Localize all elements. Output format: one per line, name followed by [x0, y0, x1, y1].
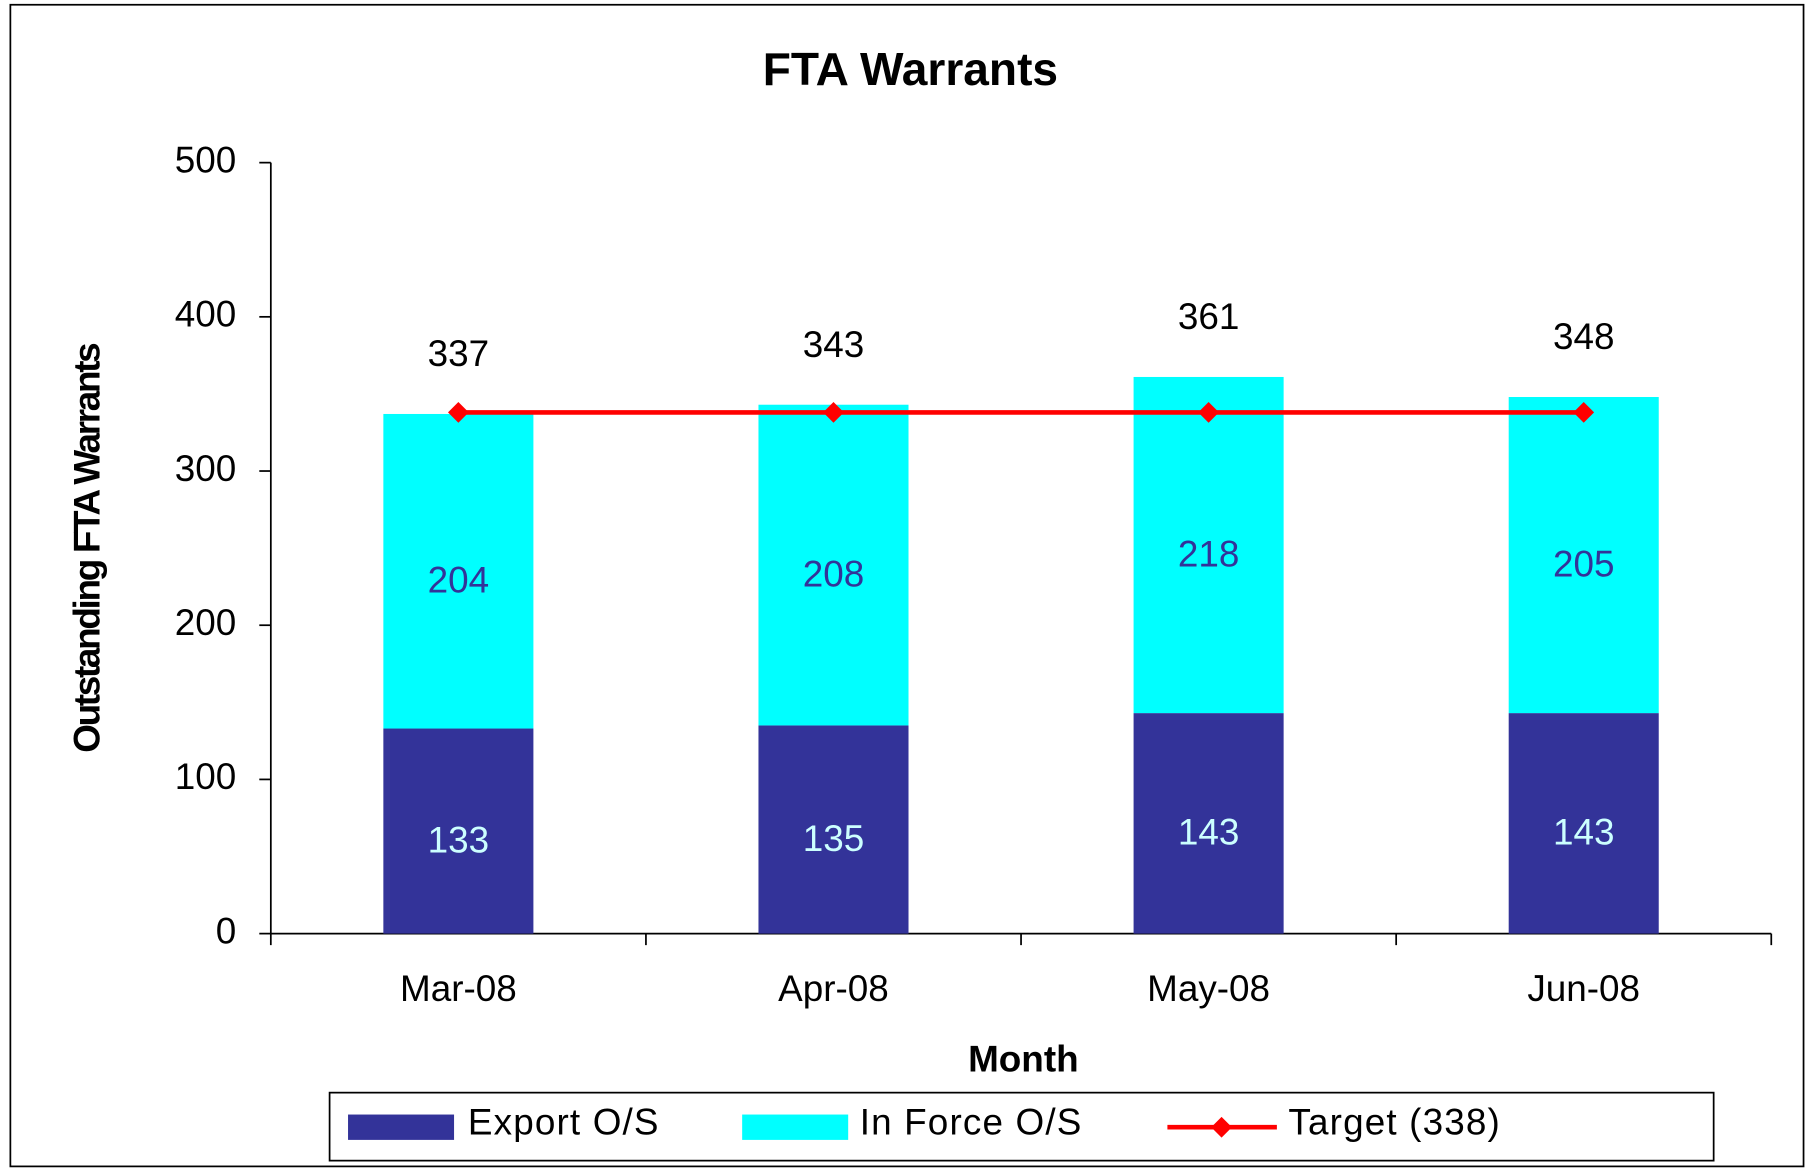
legend-label: Export O/S [468, 1102, 660, 1143]
data-label: 143 [1553, 812, 1615, 853]
bar-segment [1508, 713, 1659, 934]
chart-title: FTA Warrants [763, 43, 1058, 95]
legend-marker [1211, 1116, 1232, 1138]
total-label: 343 [803, 324, 865, 365]
bar-segment [383, 728, 534, 934]
data-label: 133 [428, 819, 490, 860]
x-tick-label: Mar-08 [400, 968, 517, 1009]
legend-label: In Force O/S [860, 1102, 1083, 1143]
y-tick-label: 400 [175, 294, 237, 335]
total-label: 361 [1178, 296, 1240, 337]
target-marker [823, 402, 844, 423]
target-marker [1573, 402, 1595, 423]
target-marker [448, 402, 469, 423]
legend-swatch [742, 1114, 849, 1140]
total-label: 337 [428, 333, 490, 374]
bar-segment [758, 725, 909, 934]
data-label: 135 [803, 818, 865, 859]
x-tick-label: Apr-08 [778, 968, 889, 1009]
y-tick-label: 200 [175, 602, 237, 643]
x-tick-label: May-08 [1147, 968, 1270, 1009]
y-tick-label: 300 [175, 448, 237, 489]
data-label: 208 [803, 553, 865, 594]
y-axis-title: Outstanding FTA Warrants [67, 344, 108, 753]
target-marker [1198, 402, 1219, 423]
data-label: 143 [1178, 812, 1240, 853]
x-axis-title: Month [968, 1038, 1079, 1079]
data-label: 205 [1553, 543, 1615, 584]
legend-swatch [348, 1114, 455, 1140]
y-tick-label: 100 [175, 756, 237, 797]
bar-segment [1133, 713, 1284, 934]
data-label: 204 [428, 560, 490, 601]
legend-label: Target (338) [1288, 1102, 1501, 1143]
bar-segment [1508, 397, 1659, 714]
y-tick-label: 500 [175, 139, 237, 180]
legend-box [328, 1091, 1715, 1162]
x-tick-label: Jun-08 [1527, 968, 1640, 1009]
bar-segment [758, 404, 909, 726]
bar-segment [1133, 376, 1284, 714]
bar-segment [383, 413, 534, 729]
total-label: 348 [1553, 316, 1615, 357]
y-tick-label: 0 [216, 910, 237, 951]
data-label: 218 [1178, 533, 1240, 574]
